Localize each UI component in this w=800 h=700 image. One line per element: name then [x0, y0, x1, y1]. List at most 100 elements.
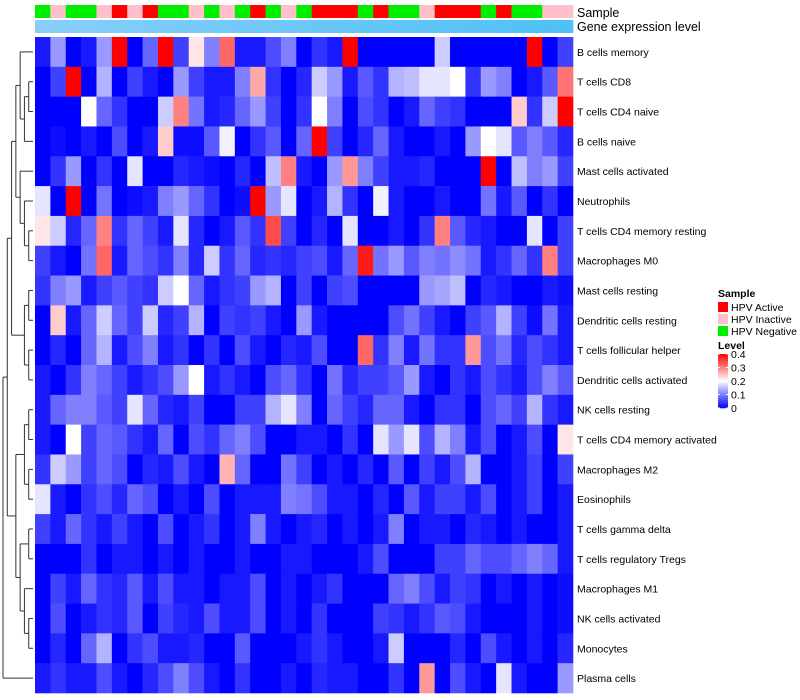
heatmap-cell	[419, 156, 435, 187]
heatmap-cell	[311, 454, 328, 485]
heatmap-cell	[557, 543, 574, 575]
heatmap-cell	[188, 66, 205, 97]
heatmap-cell	[296, 66, 312, 97]
heatmap-cell	[81, 186, 97, 217]
heatmap-cell	[65, 335, 82, 366]
heatmap-cell	[219, 603, 236, 634]
heatmap-cell	[542, 365, 558, 396]
heatmap-cell	[96, 514, 113, 545]
heatmap-cell	[157, 335, 174, 366]
sample-annotation-cell	[111, 5, 128, 18]
gene-expression-annotation-cell	[388, 20, 405, 33]
heatmap-cell	[419, 96, 435, 127]
heatmap-cell	[557, 66, 574, 97]
heatmap-cell	[311, 394, 328, 425]
heatmap-cell	[388, 543, 405, 575]
sample-annotation-cell	[234, 5, 251, 18]
heatmap-cell	[188, 663, 205, 694]
heatmap-cell	[234, 37, 251, 68]
heatmap-cell	[127, 454, 143, 485]
heatmap-cell	[50, 335, 67, 366]
level-colorbar-segment	[718, 371, 728, 374]
heatmap-cell	[557, 454, 574, 485]
heatmap-cell	[173, 245, 190, 276]
heatmap-cell	[96, 215, 113, 247]
heatmap-cell	[280, 573, 297, 604]
heatmap-cell	[419, 126, 435, 157]
heatmap-cell	[342, 126, 359, 157]
level-colorbar-segment	[718, 389, 728, 391]
heatmap-cell	[173, 603, 190, 634]
heatmap-cell	[388, 245, 405, 276]
row-label: Dendritic cells activated	[577, 375, 687, 387]
heatmap-cell	[342, 245, 359, 276]
heatmap-cell	[219, 454, 236, 485]
heatmap-cell	[81, 66, 97, 97]
heatmap-cell	[250, 275, 266, 306]
heatmap-cell	[480, 365, 497, 396]
heatmap-cell	[542, 335, 558, 366]
sample-annotation-cell	[434, 5, 451, 18]
heatmap-cell	[542, 663, 558, 694]
level-colorbar-segment	[718, 355, 728, 357]
heatmap-cell	[542, 37, 558, 68]
sample-annotation-cell	[188, 5, 205, 18]
gene-expression-annotation-cell	[188, 20, 205, 33]
heatmap-cell	[234, 543, 251, 575]
heatmap-cell	[496, 275, 512, 306]
sample-annotation-cell	[50, 5, 67, 18]
row-label: Mast cells resting	[577, 285, 658, 297]
heatmap-cell	[434, 245, 451, 276]
level-colorbar-segment	[718, 372, 728, 375]
heatmap-cell	[50, 514, 67, 545]
sample-legend-swatch	[718, 302, 728, 312]
heatmap-cell	[311, 66, 328, 97]
sample-annotation-cell	[81, 5, 97, 18]
level-colorbar-segment	[718, 370, 728, 372]
heatmap-cell	[311, 603, 328, 634]
heatmap-cell	[50, 186, 67, 217]
heatmap-cell	[465, 484, 482, 515]
heatmap-cell	[204, 126, 220, 157]
heatmap-cell	[373, 394, 389, 425]
level-colorbar-segment	[718, 401, 728, 403]
heatmap-cell	[157, 424, 174, 455]
heatmap-cell	[388, 335, 405, 366]
heatmap-cell	[480, 186, 497, 217]
heatmap-cell	[250, 424, 266, 455]
heatmap-cell	[35, 633, 51, 664]
level-tick-label: 0.3	[731, 363, 746, 375]
heatmap-cell	[388, 66, 405, 97]
heatmap-cell	[450, 454, 466, 485]
heatmap-cell	[142, 514, 159, 545]
heatmap-cell	[542, 424, 558, 455]
gene-expression-annotation-cell	[311, 20, 328, 33]
annotation-label-sample: Sample	[577, 6, 619, 20]
heatmap-cell	[280, 186, 297, 217]
gene-expression-annotation-cell	[511, 20, 528, 33]
heatmap-cell	[419, 394, 435, 425]
heatmap-cell	[96, 126, 113, 157]
heatmap-cell	[403, 37, 420, 68]
heatmap-cell	[96, 305, 113, 336]
heatmap-cell	[434, 66, 451, 97]
heatmap-cell	[65, 365, 82, 396]
heatmap-cell	[450, 335, 466, 366]
heatmap-cell	[465, 663, 482, 694]
heatmap-cell	[96, 96, 113, 127]
gene-expression-annotation-cell	[50, 20, 67, 33]
sample-annotation-cell	[342, 5, 359, 18]
heatmap-cell	[434, 215, 451, 247]
sample-annotation-cell	[450, 5, 466, 18]
gene-expression-annotation-cell	[480, 20, 497, 33]
sample-annotation-cell	[65, 5, 82, 18]
heatmap-cell	[373, 96, 389, 127]
gene-expression-annotation-cell	[373, 20, 389, 33]
heatmap-cell	[234, 663, 251, 694]
heatmap-cell	[388, 394, 405, 425]
heatmap-cell	[142, 543, 159, 575]
heatmap-cell	[450, 543, 466, 575]
heatmap-cell	[265, 186, 282, 217]
heatmap-cell	[526, 603, 543, 634]
heatmap-cell	[173, 96, 190, 127]
